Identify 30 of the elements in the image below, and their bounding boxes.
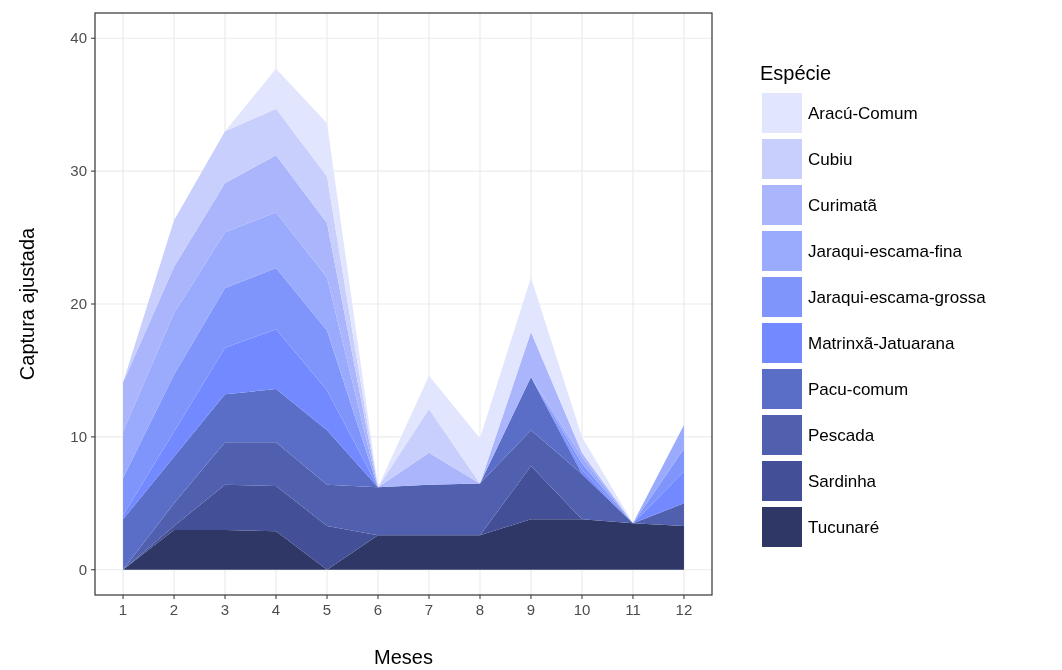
x-tick-label: 8 xyxy=(475,601,485,618)
y-axis-title: Captura ajustada xyxy=(16,226,38,381)
legend-label: Cubiu xyxy=(808,149,853,169)
x-tick-label: 9 xyxy=(526,601,536,618)
y-tick-label: 10 xyxy=(70,428,87,446)
legend-label: Tucunaré xyxy=(808,517,880,537)
legend-label: Matrinxã-Jatuarana xyxy=(808,333,955,353)
y-tick-label: 20 xyxy=(70,295,87,313)
x-axis-title: Meses xyxy=(374,646,433,668)
x-tick-label: 7 xyxy=(424,601,434,618)
legend-label: Curimatã xyxy=(808,195,878,215)
x-tick-label: 6 xyxy=(373,601,383,618)
x-tick-label: 5 xyxy=(322,601,332,618)
x-tick-label: 10 xyxy=(573,601,591,618)
legend-label: Sardinha xyxy=(808,471,877,491)
x-tick-label: 11 xyxy=(625,601,641,618)
legend-label: Jaraqui-escama-grossa xyxy=(808,287,987,307)
legend-title: Espécie xyxy=(760,62,832,84)
x-tick-label: 1 xyxy=(118,601,128,618)
legend-label: Jaraqui-escama-fina xyxy=(808,241,963,261)
legend-label: Pescada xyxy=(808,425,875,445)
legend-label: Pacu-comum xyxy=(808,379,909,399)
y-tick-label: 0 xyxy=(78,561,87,578)
x-tick-label: 12 xyxy=(675,601,693,618)
x-tick-label: 2 xyxy=(169,601,179,618)
y-tick-label: 30 xyxy=(70,162,87,180)
y-tick-label: 40 xyxy=(70,29,87,47)
x-tick-label: 4 xyxy=(271,601,281,618)
x-tick-label: 3 xyxy=(220,601,230,618)
legend-label: Aracú-Comum xyxy=(808,103,918,123)
